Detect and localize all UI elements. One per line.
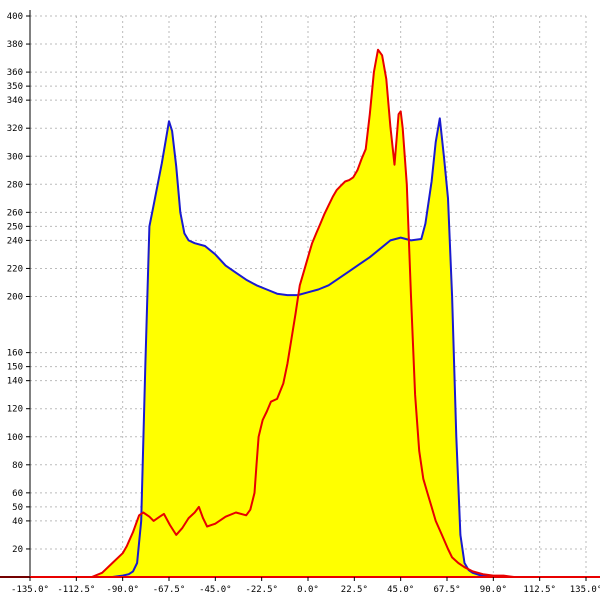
- x-tick-label: -90.0°: [106, 585, 139, 595]
- series-1-line: [102, 117, 525, 578]
- x-tick-label: -135.0°: [11, 585, 49, 595]
- y-tick-label: 20: [12, 545, 23, 555]
- x-tick-label: -112.5°: [57, 585, 95, 595]
- x-tick-label: 67.5°: [433, 585, 460, 595]
- y-tick-label: 240: [7, 236, 23, 246]
- y-tick-label: 260: [7, 208, 23, 218]
- filled-areas: [91, 49, 525, 578]
- y-tick-label: 340: [7, 96, 23, 106]
- y-tick-label: 320: [7, 124, 23, 134]
- x-tick-label: -67.5°: [153, 585, 186, 595]
- y-tick-label: 360: [7, 68, 23, 78]
- y-tick-label: 350: [7, 82, 23, 92]
- y-tick-label: 220: [7, 264, 23, 274]
- y-tick-label: 250: [7, 222, 23, 232]
- series-2-line: [91, 48, 525, 578]
- x-tick-label: 112.5°: [523, 585, 556, 595]
- y-tick-label: 80: [12, 461, 23, 471]
- x-tick-label: 90.0°: [480, 585, 507, 595]
- y-tick-label: 60: [12, 489, 23, 499]
- x-tick-label: -45.0°: [199, 585, 232, 595]
- y-tick-label: 140: [7, 377, 23, 387]
- y-tick-label: 100: [7, 433, 23, 443]
- series-2-area: [91, 49, 525, 577]
- axes: [0, 10, 600, 581]
- y-tick-label: 120: [7, 405, 23, 415]
- x-tick-label: 135.0°: [570, 585, 600, 595]
- y-tick-label: 50: [12, 503, 23, 513]
- y-tick-label: 40: [12, 517, 23, 527]
- x-tick-label: -22.5°: [245, 585, 278, 595]
- y-tick-label: 380: [7, 40, 23, 50]
- y-tick-label: 300: [7, 152, 23, 162]
- y-tick-label: 200: [7, 293, 23, 303]
- x-tick-label: 22.5°: [341, 585, 368, 595]
- y-tick-label: 160: [7, 349, 23, 359]
- y-tick-label: 400: [7, 12, 23, 22]
- x-tick-label: 45.0°: [387, 585, 414, 595]
- series-lines: [91, 48, 525, 578]
- y-tick-label: 150: [7, 363, 23, 373]
- x-tick-label: 0.0°: [297, 585, 319, 595]
- y-tick-label: 280: [7, 180, 23, 190]
- tick-labels: -135.0° -112.5° -90.0° -67.5° -45.0° -22.5° 0.…: [7, 12, 600, 595]
